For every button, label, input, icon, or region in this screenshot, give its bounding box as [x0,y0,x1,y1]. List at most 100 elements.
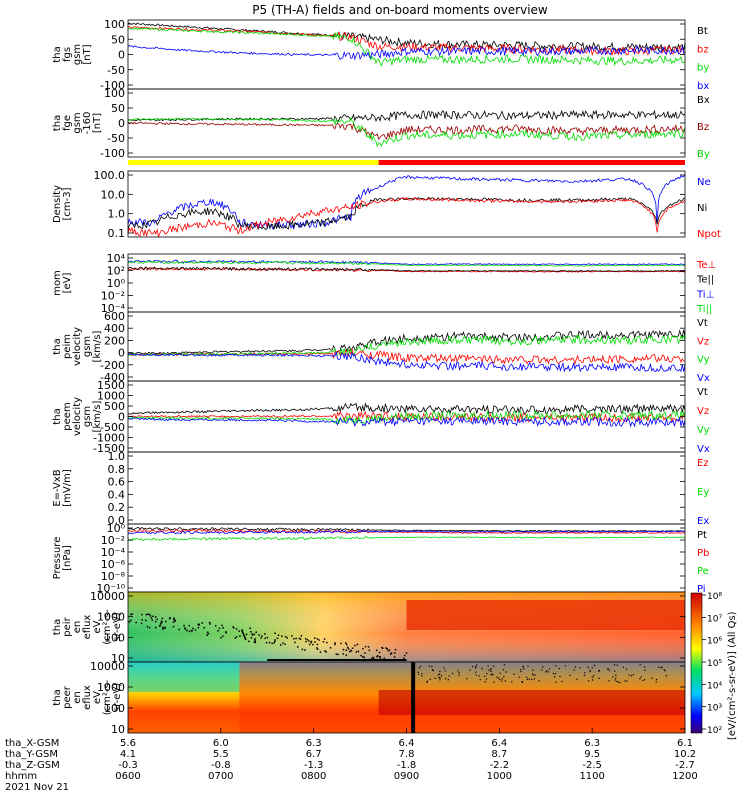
spectrogram-speckle [439,679,441,681]
spectrogram-speckle [207,632,210,635]
spectrogram-speckle [587,666,589,668]
spectrogram-speckle [475,671,477,673]
spectrogram-speckle [217,630,219,632]
y-axis-label: -160 [82,112,93,135]
x-tick-label: 7.8 [399,749,415,760]
spectrogram-speckle [592,679,594,681]
series-Ti||-line [127,260,686,267]
legend-Pt: Pt [697,530,707,541]
x-tick-label: 10.2 [674,749,696,760]
y-tick-label: 0 [118,117,125,130]
spectrogram-speckle [250,637,253,639]
spectrogram-speckle [296,646,299,648]
spectrogram-speckle [316,638,319,640]
spectrogram-speckle [608,680,610,682]
y-tick-label: 0.6 [108,476,126,489]
spectrogram-speckle [172,621,175,624]
spectrogram-speckle [310,641,312,644]
x-tick-label: -2.2 [490,760,510,771]
spectrogram-dropout [267,659,407,661]
y-axis-label: peer [62,685,73,709]
spectrogram-speckle [434,677,436,680]
y-tick-label: 10 [111,723,125,736]
spectrogram-speckle [239,635,241,637]
spectrogram-speckle [172,625,175,628]
colorbar: 10⁸ 10⁷ 10⁶ 10⁵ 10⁴ 10³ 10² [eV/(cm²-s-sr-eV)]… [690,592,738,740]
spectrogram-speckle [156,618,158,621]
x-tick-label: 6.7 [306,749,322,760]
spectrogram-speckle [485,678,488,680]
spectrogram-speckle [221,624,223,627]
y-axis-label: fgs [62,47,73,62]
spectrogram-speckle [475,674,477,676]
spectrogram-speckle [379,657,382,660]
x-row-label: tha_X-GSM [5,738,59,749]
spectrogram-speckle [128,620,131,623]
spectrogram-speckle [619,681,621,684]
y-axis-label: fge [62,115,73,131]
colorbar-tick-label: 10⁴ [707,681,722,691]
spectrogram-speckle [188,624,191,627]
spectrogram-speckle [628,674,630,676]
spectrogram-speckle [527,665,529,667]
panel-frame [127,88,686,158]
y-axis-label: tha [52,46,63,62]
spectrogram-speckle [163,627,166,629]
spectrogram-speckle [655,678,658,681]
spectrogram-speckle [642,679,644,682]
series-Vx-line [127,416,686,428]
spectrogram-speckle [178,628,180,631]
spectrogram-speckle [354,644,356,647]
spectrogram-speckle [265,641,268,644]
spectrogram-speckle [561,680,563,683]
spectrogram-speckle [159,624,162,626]
spectrogram-speckle [284,635,287,638]
spectrogram-speckle [145,613,148,616]
x-row-label: tha_Z-GSM [5,760,60,771]
spectrogram-speckle [497,677,500,679]
spectrogram-speckle [437,674,439,676]
x-tick-label: 0700 [208,771,233,782]
spectrogram-speckle [241,629,243,632]
spectrogram-speckle [499,672,501,674]
spectrogram-speckle [439,677,441,679]
spectrogram-speckle [162,628,164,630]
panel-density: 100.0 10.0 1.0 0.1 Density [cm-3] Ne Ni Npot [52,169,721,240]
spectrogram-speckle [387,649,390,652]
spectrogram-speckle [626,680,628,682]
spectrogram-speckle [323,638,326,640]
spectrogram-speckle [518,676,520,678]
y-tick-label: -100 [100,79,125,92]
spectrogram-speckle [431,669,433,671]
state-bar-yellow [128,160,379,165]
spectrogram-speckle [385,647,387,649]
spectrogram-speckle [439,670,441,672]
spectrogram-speckle [388,649,391,651]
spectrogram-speckle [624,680,626,682]
spectrogram-speckle [146,625,149,628]
y-axis-label: eV [92,691,103,704]
spectrogram-speckle [298,637,301,640]
y-axis-label: eflux [82,615,93,640]
spectrogram-speckle [458,674,460,676]
spectrogram-speckle [347,648,350,650]
spectrogram-speckle [363,656,365,659]
spectrogram-speckle [394,648,397,651]
spectrogram-speckle [318,639,320,641]
x-tick-label: 4.1 [120,749,136,760]
spectrogram-speckle [254,640,257,643]
spectrogram-speckle [533,678,535,680]
spectrogram-speckle [357,650,360,653]
spectrogram-gap [411,662,416,733]
state-bar-red [378,160,685,165]
legend-Bt: Bt [697,26,708,37]
x-tick-label: 6.3 [584,738,600,749]
series-Vt-line [127,329,686,355]
legend-Npot: Npot [697,229,721,240]
spectrogram-speckle [244,636,246,639]
y-axis-label: tha [52,115,63,131]
spectrogram-speckle [284,643,286,646]
spectrogram-speckle [148,613,151,616]
